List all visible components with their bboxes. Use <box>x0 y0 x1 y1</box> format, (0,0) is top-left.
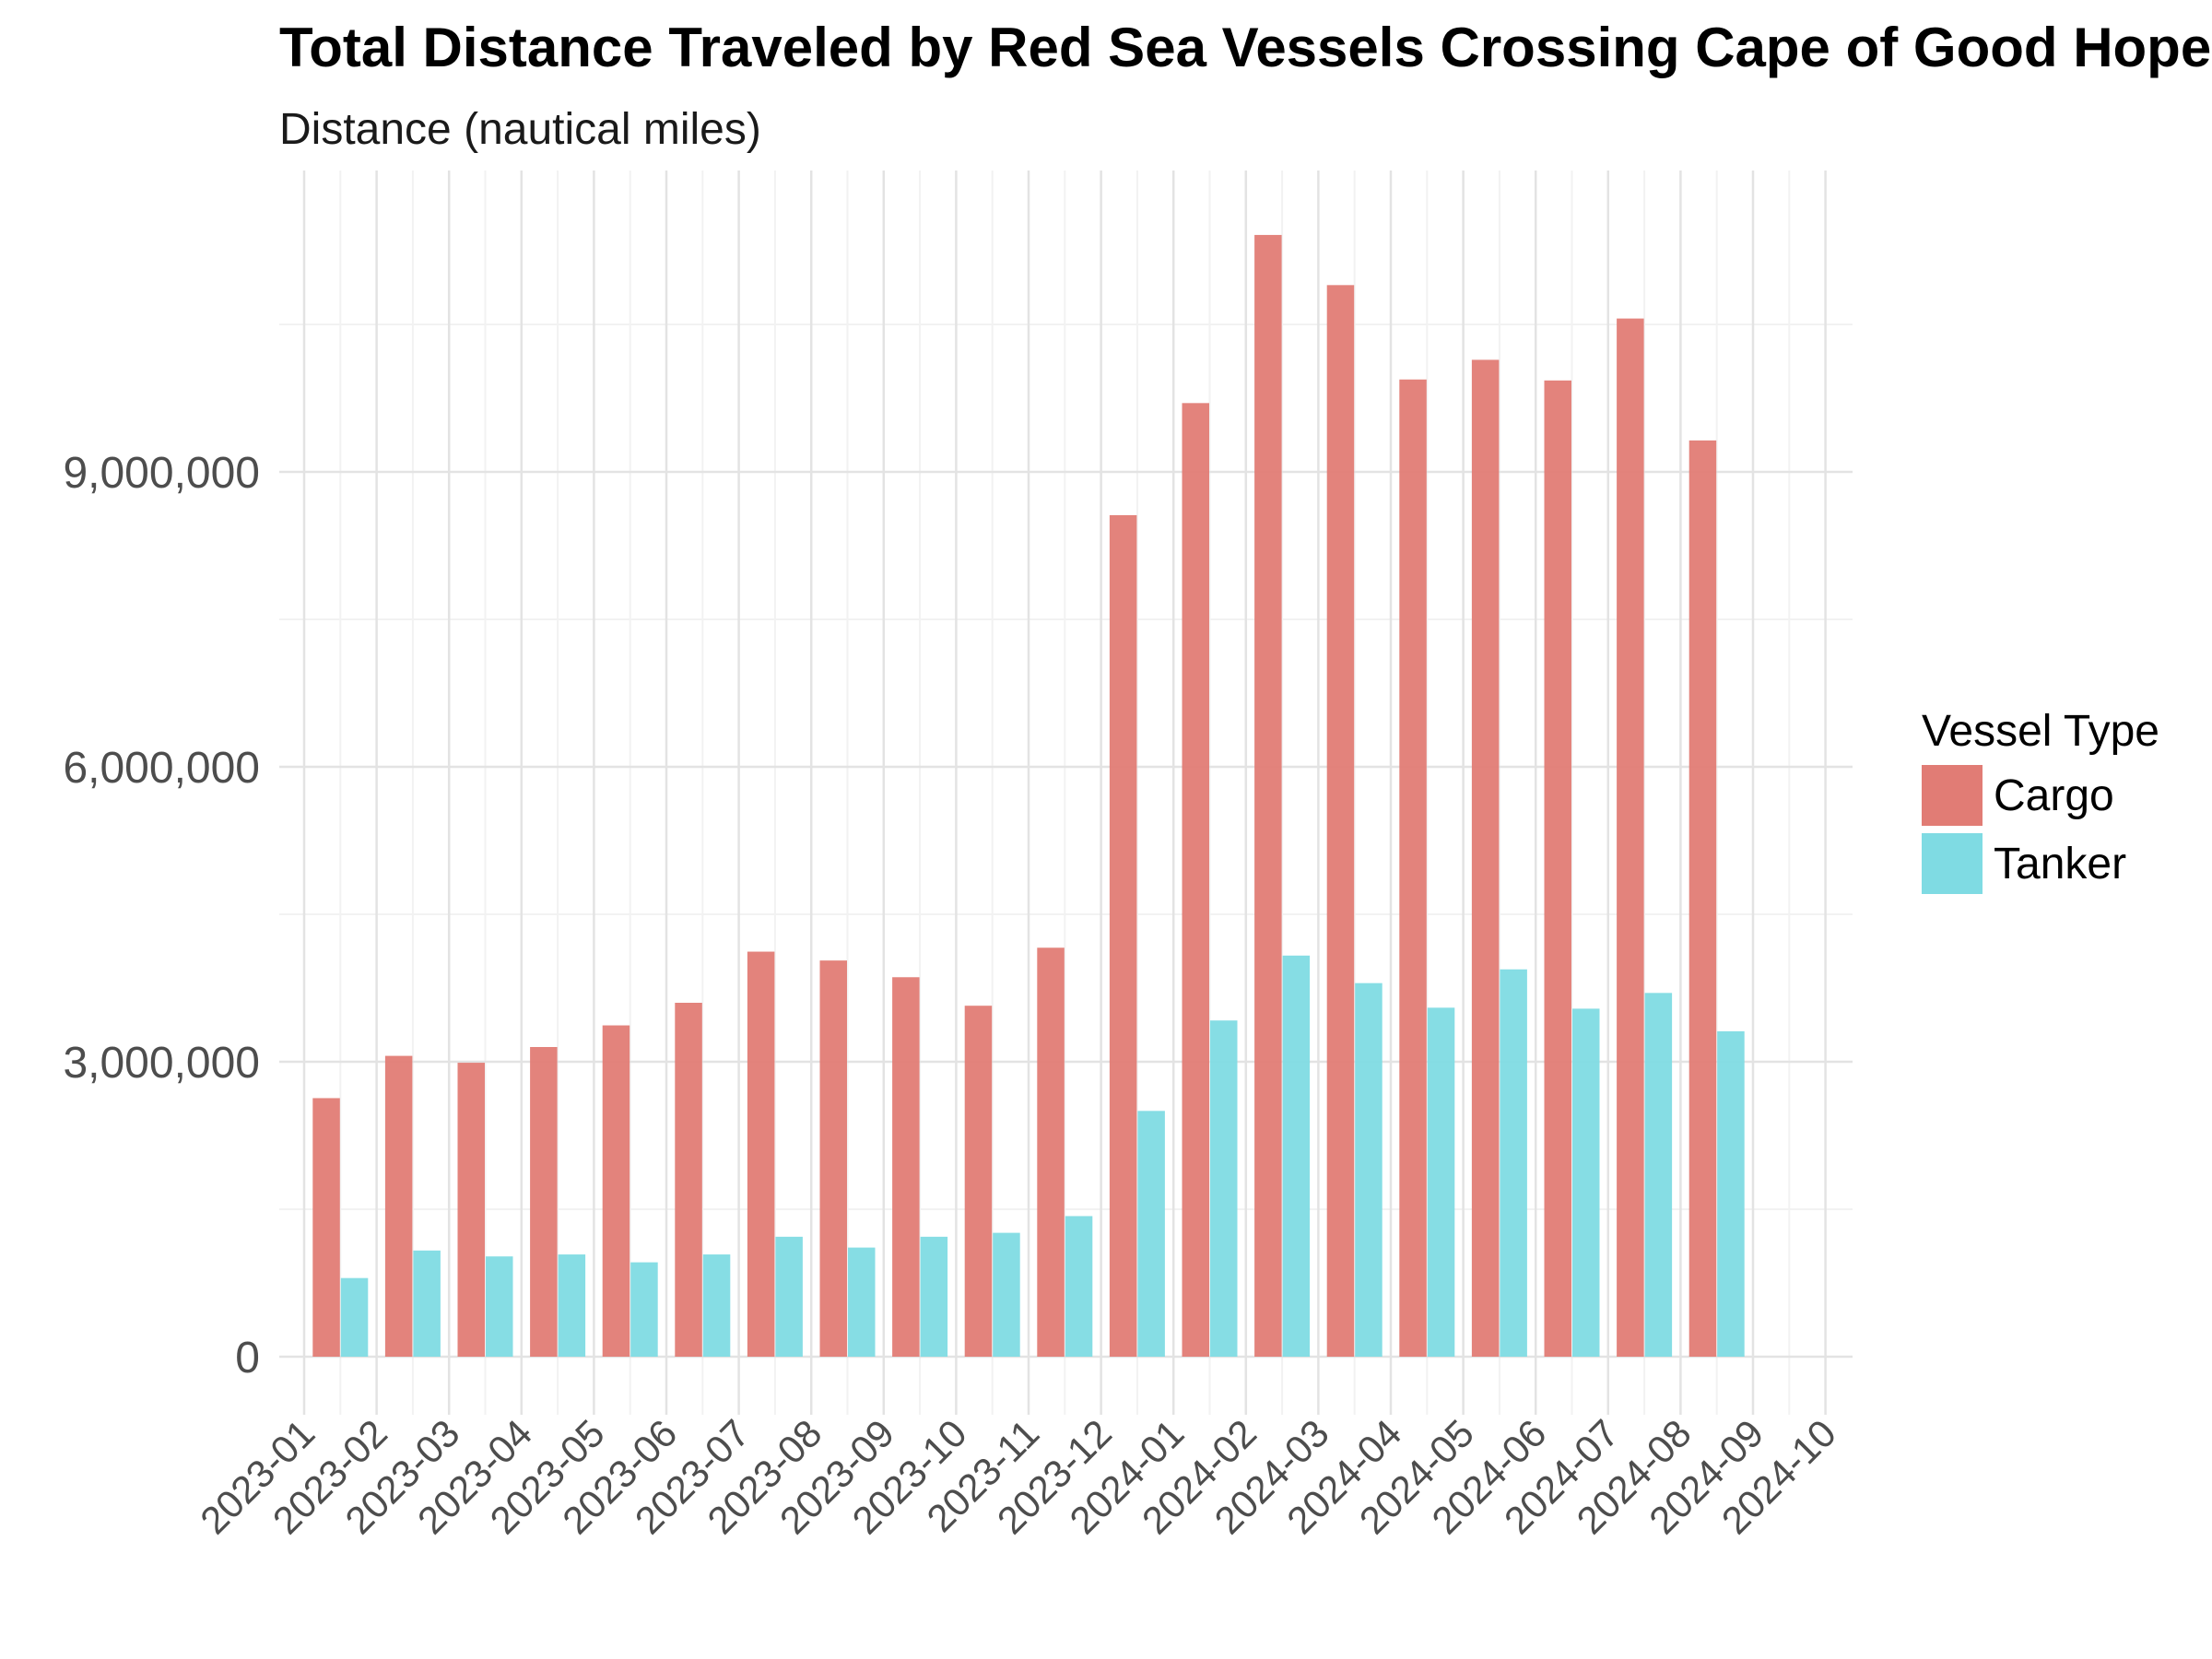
bar-cargo-2023-10 <box>964 1006 993 1357</box>
bar-cargo-2023-05 <box>602 1025 630 1357</box>
bar-tanker-2024-01 <box>1210 1020 1238 1357</box>
bar-tanker-2023-08 <box>848 1247 876 1357</box>
bar-tanker-2023-02 <box>413 1250 441 1357</box>
y-tick-label: 6,000,000 <box>63 744 260 793</box>
bar-cargo-2024-08 <box>1688 440 1717 1357</box>
bar-tanker-2024-07 <box>1644 993 1673 1357</box>
bar-cargo-2023-04 <box>530 1047 558 1357</box>
bar-cargo-2023-12 <box>1109 514 1137 1357</box>
x-axis: 2023-012023-022023-032023-042023-052023-… <box>192 1411 1844 1542</box>
bar-tanker-2023-05 <box>630 1262 658 1357</box>
bar-tanker-2023-01 <box>340 1277 369 1357</box>
legend-swatch-tanker <box>1922 833 1983 894</box>
bar-cargo-2023-02 <box>384 1055 413 1357</box>
bar-tanker-2024-04 <box>1427 1007 1455 1357</box>
bar-cargo-2024-03 <box>1326 285 1355 1357</box>
y-tick-label: 3,000,000 <box>63 1039 260 1088</box>
bar-cargo-2023-11 <box>1037 947 1065 1357</box>
bar-tanker-2024-02 <box>1282 955 1311 1357</box>
chart-subtitle: Distance (nautical miles) <box>279 105 761 154</box>
y-axis: 0 3,000,000 6,000,000 9,000,000 <box>63 449 260 1382</box>
bar-tanker-2023-03 <box>486 1256 513 1357</box>
bar-cargo-2024-02 <box>1254 234 1282 1357</box>
bar-tanker-2023-12 <box>1137 1111 1165 1357</box>
bar-cargo-2024-04 <box>1399 379 1427 1357</box>
bar-tanker-2023-09 <box>920 1236 948 1357</box>
bar-cargo-2023-01 <box>312 1098 340 1357</box>
bar-tanker-2024-06 <box>1572 1008 1600 1357</box>
legend-label-cargo: Cargo <box>1994 771 2114 820</box>
bar-tanker-2024-08 <box>1717 1030 1745 1357</box>
chart-title: Total Distance Traveled by Red Sea Vesse… <box>279 17 2211 78</box>
bars <box>312 234 1745 1358</box>
bar-cargo-2023-09 <box>892 977 920 1357</box>
legend-title: Vessel Type <box>1922 707 2159 756</box>
bar-cargo-2023-03 <box>457 1063 485 1357</box>
bar-tanker-2023-10 <box>993 1232 1020 1357</box>
y-tick-label: 9,000,000 <box>63 449 260 498</box>
bar-tanker-2023-06 <box>702 1254 731 1357</box>
grid-lines <box>279 171 1853 1415</box>
legend: Vessel Type Cargo Tanker <box>1922 707 2159 894</box>
bar-tanker-2024-03 <box>1355 982 1382 1357</box>
bar-cargo-2024-06 <box>1544 380 1571 1357</box>
bar-tanker-2023-11 <box>1065 1216 1093 1357</box>
bar-cargo-2024-07 <box>1617 318 1644 1358</box>
bar-tanker-2023-04 <box>558 1254 586 1357</box>
bar-cargo-2023-06 <box>675 1003 702 1357</box>
legend-label-tanker: Tanker <box>1994 840 2126 888</box>
bar-cargo-2023-08 <box>819 960 847 1357</box>
y-tick-label: 0 <box>235 1334 260 1382</box>
bar-tanker-2023-07 <box>775 1236 803 1357</box>
bar-cargo-2023-07 <box>747 951 775 1357</box>
bar-cargo-2024-05 <box>1471 359 1500 1357</box>
legend-swatch-cargo <box>1922 765 1983 826</box>
bar-cargo-2024-01 <box>1182 403 1209 1357</box>
bar-tanker-2024-05 <box>1500 969 1527 1357</box>
